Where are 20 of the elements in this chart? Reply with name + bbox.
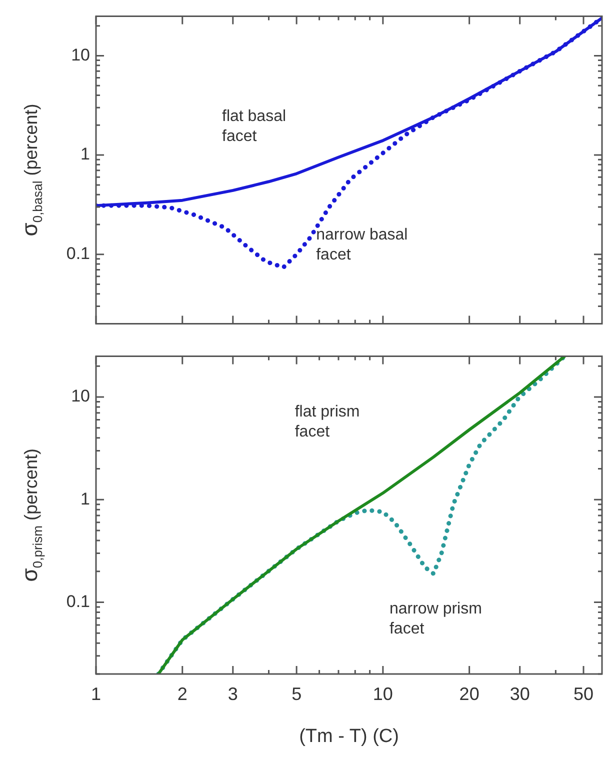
- y-tick-label: 1: [80, 489, 90, 508]
- x-axis-title: (Tm - T) (C): [299, 726, 399, 747]
- x-tick-label: 50: [573, 684, 594, 704]
- annotation: narrow prism facet: [389, 600, 482, 638]
- x-tick-label: 30: [510, 684, 530, 704]
- y-axis-title: σ0,prism (percent): [17, 448, 45, 582]
- x-tick-label: 2: [177, 684, 188, 704]
- annotation: flat basal facet: [222, 108, 286, 145]
- y-tick-label: 10: [71, 45, 90, 64]
- annotation: narrow basal facet: [316, 226, 408, 264]
- y-axis-title: σ0,basal (percent): [17, 104, 45, 236]
- x-tick-label: 20: [459, 684, 480, 704]
- annotation: flat prism facet: [294, 403, 360, 440]
- x-tick-label: 3: [228, 684, 238, 704]
- y-tick-label: 10: [71, 386, 90, 406]
- y-tick-label: 0.1: [66, 592, 90, 611]
- x-tick-label: 10: [372, 684, 393, 704]
- y-tick-label: 1: [80, 144, 90, 164]
- y-tick-label: 0.1: [66, 244, 90, 264]
- x-tick-label: 5: [292, 684, 302, 704]
